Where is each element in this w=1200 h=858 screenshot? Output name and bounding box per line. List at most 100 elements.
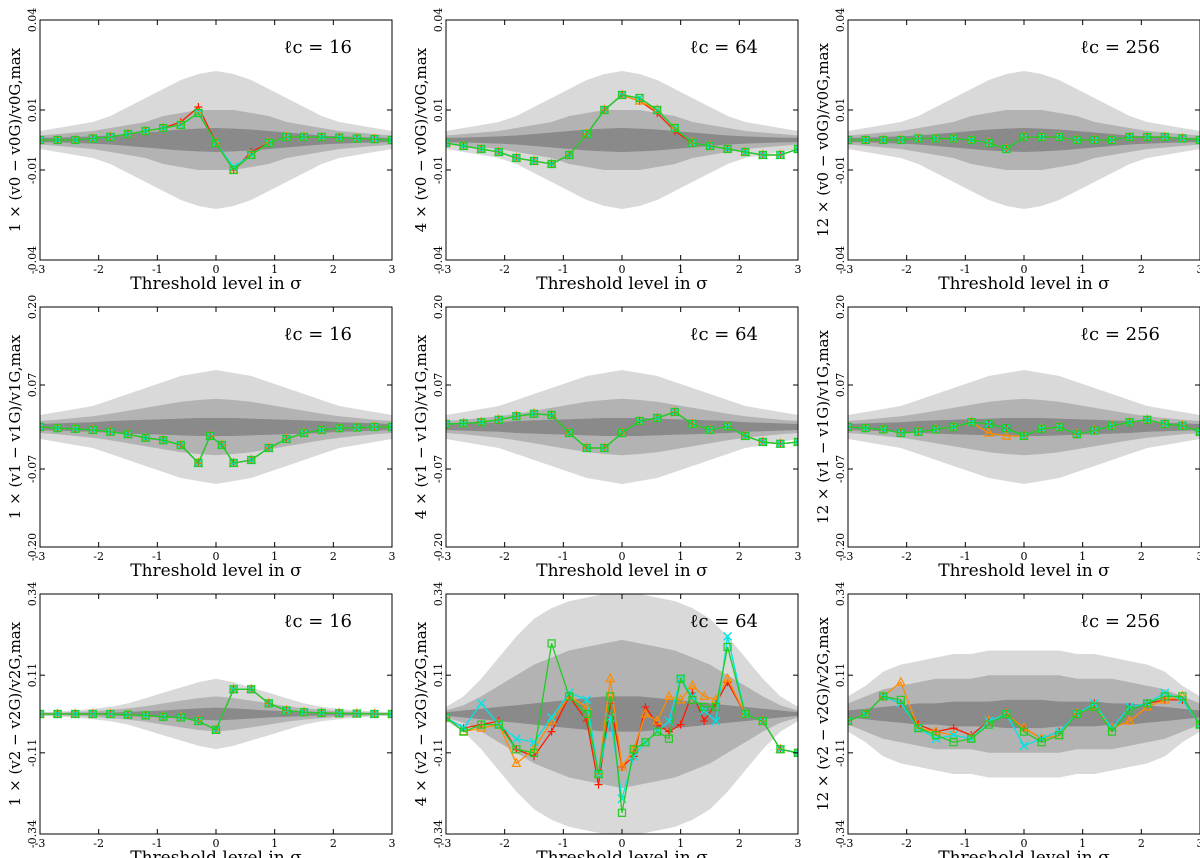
point-square-6	[141, 126, 150, 136]
point-square-7	[565, 428, 574, 438]
x-tick-label: -1	[558, 837, 569, 850]
point-square-1	[459, 727, 468, 736]
point-triangle-20	[722, 672, 733, 683]
point-square-17	[741, 147, 750, 157]
point-square-18	[1160, 692, 1169, 701]
series-line-square	[40, 688, 392, 731]
x-tick-label: -3	[441, 837, 452, 850]
band-inner	[848, 699, 1200, 729]
point-square-13	[1072, 430, 1081, 439]
point-square-2	[71, 709, 80, 719]
point-square-0	[40, 709, 45, 719]
point-square-15	[299, 132, 309, 142]
point-square-12	[247, 150, 256, 160]
point-square-9	[600, 105, 609, 115]
x-tick-label: 1	[677, 263, 684, 276]
x-tick-label: 2	[1138, 550, 1145, 563]
point-square-15	[705, 141, 715, 151]
point-triangle-0	[40, 134, 45, 144]
y-tick-label: 0.20	[26, 295, 39, 320]
series	[40, 683, 392, 735]
point-square-7	[565, 150, 574, 160]
y-tick-label: -0.01	[834, 156, 847, 184]
point-square-13	[1072, 135, 1081, 145]
point-square-17	[741, 431, 750, 441]
point-square-5	[931, 134, 941, 143]
point-square-2	[477, 418, 486, 427]
point-square-15	[1107, 727, 1117, 736]
point-square-18	[352, 134, 361, 143]
point-cross-0	[446, 138, 451, 148]
point-triangle-0	[848, 421, 853, 431]
y-axis-label: 1 × (v2 − v2G)/v2G,max	[6, 621, 24, 806]
point-square-10	[1019, 727, 1029, 736]
x-tick-label: 1	[1079, 263, 1086, 276]
y-axis-label: 4 × (v1 − v1G)/v1G,max	[412, 334, 430, 519]
point-square-19	[352, 423, 361, 432]
point-triangle-8	[983, 427, 994, 437]
y-tick-label: -0.07	[432, 455, 445, 483]
x-tick-label: 0	[619, 263, 626, 276]
point-square-8	[984, 138, 993, 148]
y-tick-label: 0.07	[26, 373, 39, 398]
x-tick-label: -2	[499, 263, 510, 276]
point-square-18	[352, 709, 361, 718]
series	[848, 414, 1200, 441]
x-tick-label: 0	[213, 837, 220, 850]
point-triangle-9	[1001, 430, 1012, 440]
y-tick-label: -0.11	[26, 739, 39, 767]
panel-v2-16: -3 -2 -1 0 1 2 3 -0.34 -0.11 0.11 0.34 Threshold le…	[6, 582, 396, 858]
x-tick-label: 3	[389, 550, 396, 563]
point-square-1	[459, 419, 468, 428]
x-axis-label: Threshold level in σ	[938, 274, 1110, 294]
point-square-6	[547, 159, 556, 169]
point-square-13	[264, 699, 273, 708]
y-tick-label: 0.34	[26, 582, 39, 607]
point-square-12	[653, 105, 662, 115]
panel-annotation: ℓc = 256	[1080, 37, 1160, 58]
point-square-14	[688, 138, 697, 148]
series-line-square	[40, 112, 392, 171]
point-triangle-14	[652, 715, 663, 725]
point-square-14	[1090, 426, 1099, 435]
x-tick-label: -1	[152, 263, 163, 276]
point-triangle-16	[675, 694, 686, 704]
point-square-19	[711, 702, 720, 712]
point-square-15	[1107, 135, 1117, 145]
bands	[446, 370, 798, 484]
point-square-2	[477, 144, 486, 154]
point-cross-12	[629, 751, 639, 761]
y-tick-label: -0.20	[26, 533, 39, 561]
point-square-8	[984, 419, 993, 429]
point-square-11	[1037, 132, 1046, 142]
x-tick-label: 2	[330, 263, 337, 276]
point-square-8	[176, 713, 185, 722]
point-square-3	[88, 134, 97, 143]
point-square-16	[1125, 418, 1134, 427]
point-square-13	[1072, 709, 1081, 719]
point-triangle-18	[1159, 694, 1170, 704]
panel-annotation: ℓc = 64	[690, 324, 758, 345]
point-square-7	[159, 123, 168, 133]
point-square-3	[896, 135, 905, 145]
x-tick-label: 3	[795, 550, 802, 563]
x-tick-label: 3	[389, 837, 396, 850]
point-square-4	[914, 427, 923, 436]
point-square-17	[1143, 415, 1152, 424]
series	[848, 131, 1200, 154]
point-square-6	[141, 711, 150, 720]
x-tick-label: -2	[499, 550, 510, 563]
point-square-21	[741, 709, 750, 719]
point-square-17	[1143, 699, 1152, 708]
x-axis-label: Threshold level in σ	[130, 274, 302, 294]
point-square-8	[984, 720, 993, 729]
point-square-8	[176, 120, 185, 130]
series	[40, 103, 392, 175]
point-square-4	[106, 709, 115, 719]
point-square-10	[617, 90, 627, 100]
panel-v2-256: -3 -2 -1 0 1 2 3 -0.34 -0.11 0.11 0.34 Threshold le…	[814, 582, 1200, 858]
y-tick-label: -0.01	[432, 156, 445, 184]
point-square-18	[758, 437, 767, 447]
point-square-12	[629, 745, 638, 754]
point-square-20	[387, 709, 392, 719]
